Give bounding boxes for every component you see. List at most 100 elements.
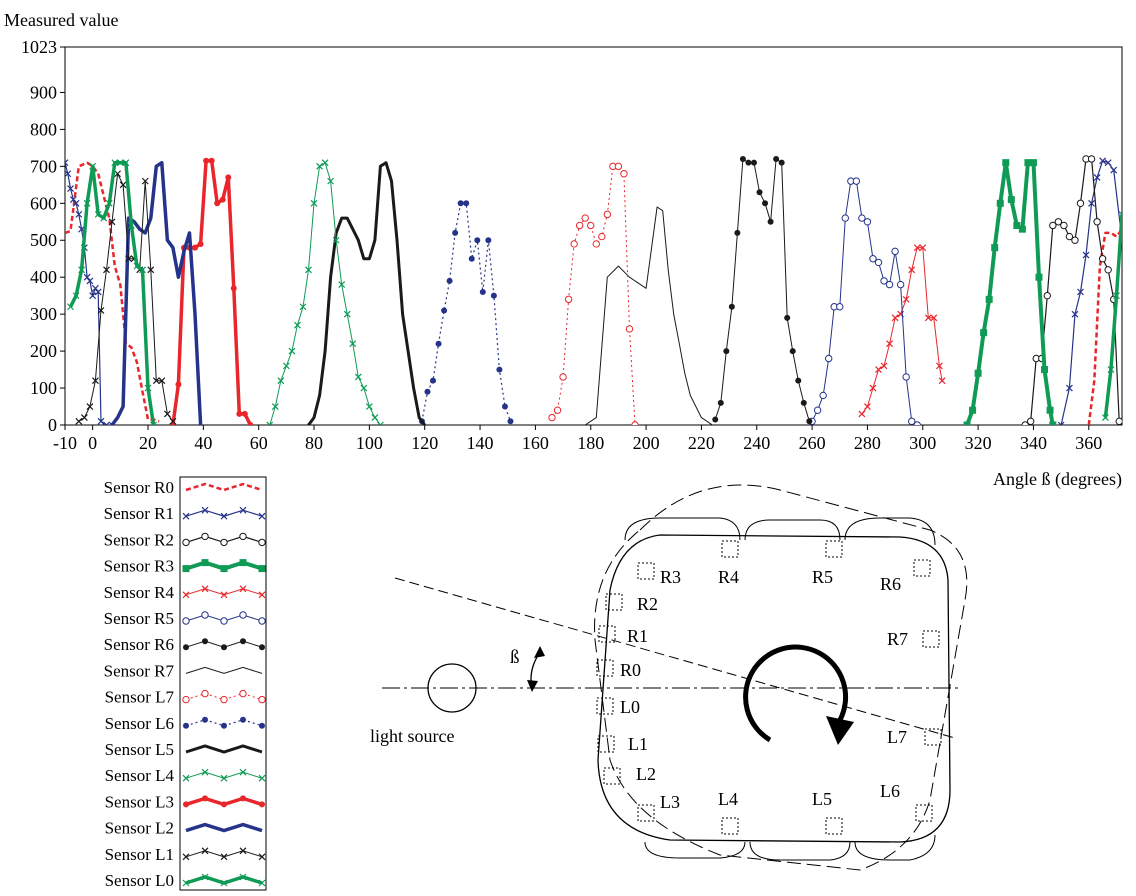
data-point [485, 237, 492, 244]
data-point [182, 538, 190, 547]
data-point [1098, 255, 1107, 263]
data-point [220, 591, 228, 599]
data-point [902, 295, 910, 303]
data-point [258, 591, 266, 599]
data-point [258, 695, 266, 704]
legend: Sensor R0 Sensor R1 Sensor R2 Sensor R3 Sens… [104, 476, 267, 891]
data-point [239, 847, 247, 855]
sensor-label: L1 [628, 734, 648, 754]
x-tick-label: 40 [194, 433, 212, 453]
data-point [219, 196, 226, 203]
data-point [1054, 218, 1063, 226]
wheel-top-left [624, 517, 741, 541]
x-tick-label: 20 [139, 433, 157, 453]
data-point [182, 774, 190, 782]
data-point [1099, 157, 1107, 165]
sensor-r1 [598, 625, 616, 643]
data-point [258, 538, 266, 547]
data-point [490, 292, 497, 299]
data-point [1026, 417, 1035, 425]
data-point [1007, 196, 1015, 204]
data-point [100, 214, 108, 222]
legend-label: Sensor R2 [104, 530, 174, 549]
data-point [89, 162, 97, 170]
data-point [1076, 199, 1085, 207]
data-point [908, 417, 916, 425]
data-point [201, 611, 209, 619]
series-group [65, 155, 1122, 425]
data-point [152, 377, 160, 385]
data-point [182, 695, 190, 704]
data-point [240, 716, 246, 723]
data-point [259, 722, 265, 729]
data-point [1046, 406, 1054, 414]
x-tick-label: 60 [250, 433, 268, 453]
series-line [78, 173, 174, 422]
data-point [208, 157, 215, 164]
data-point [305, 266, 312, 274]
data-point [991, 244, 999, 252]
data-point [225, 174, 232, 181]
data-point [570, 240, 578, 248]
legend-label: Sensor L5 [105, 740, 174, 759]
data-point [800, 399, 807, 406]
data-point [813, 406, 822, 414]
beta-line [394, 577, 956, 739]
legend-item: Sensor L7 [105, 688, 266, 707]
axis-ticks: -10 0 20 40 60 80 100 120 140 160 180 200 220 240 260 2… [21, 37, 1102, 453]
data-point [103, 266, 110, 274]
data-point [97, 307, 105, 314]
data-point [1088, 199, 1095, 207]
x-tick-label: 200 [633, 433, 660, 453]
series-line [1103, 214, 1122, 418]
data-point [1029, 159, 1037, 167]
data-point [880, 277, 888, 285]
series-line [307, 161, 426, 425]
legend-swatch [185, 509, 263, 517]
data-point [1035, 273, 1043, 281]
line-chart: Measured value Angle ß (degrees) -10 0 20 4… [4, 10, 1123, 490]
data-point [1043, 291, 1051, 300]
data-point [214, 200, 221, 207]
data-point [239, 689, 247, 698]
data-point [259, 801, 265, 808]
data-point [197, 240, 204, 247]
data-point [886, 340, 893, 348]
data-point [1021, 421, 1029, 425]
legend-item: Sensor R6 [104, 635, 265, 654]
data-point [182, 591, 190, 599]
data-point [496, 366, 503, 373]
series-sensor-r1 [65, 157, 1122, 425]
y-tick-label: 1023 [21, 37, 57, 57]
x-tick-label: 340 [1020, 433, 1047, 453]
sensor-label: R0 [620, 660, 641, 680]
x-tick-label: 180 [577, 433, 604, 453]
data-point [354, 373, 362, 381]
data-point [614, 162, 623, 171]
series-line [65, 161, 160, 423]
data-point [452, 229, 459, 236]
data-point [734, 229, 741, 236]
data-point [869, 255, 877, 263]
data-point [288, 347, 296, 355]
legend-label: Sensor L1 [105, 845, 174, 864]
data-point [97, 417, 105, 425]
series-sensor-l7 [548, 162, 639, 425]
data-point [282, 362, 290, 370]
data-point [507, 418, 514, 425]
data-point [247, 422, 254, 425]
sensor-label: L7 [887, 727, 907, 747]
data-point [836, 303, 844, 311]
x-tick-label: 260 [799, 433, 826, 453]
data-point [365, 403, 373, 410]
data-point [985, 295, 993, 303]
sensor-label: R5 [812, 567, 833, 587]
data-point [924, 314, 932, 322]
y-tick-label: 0 [48, 415, 57, 435]
data-point [930, 314, 938, 322]
data-point [463, 200, 470, 207]
y-tick-label: 600 [30, 193, 57, 213]
series-line [551, 165, 636, 425]
data-point [94, 210, 102, 218]
sensor-label: L5 [812, 789, 832, 809]
